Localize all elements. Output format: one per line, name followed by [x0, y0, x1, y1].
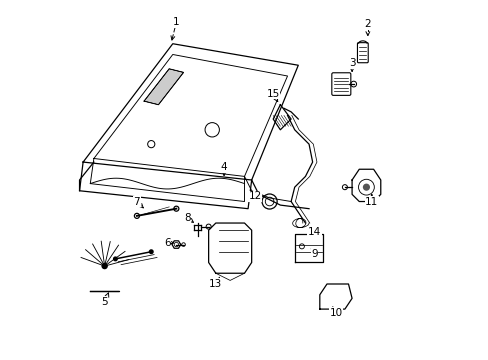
- Text: 5: 5: [101, 297, 108, 307]
- Circle shape: [149, 250, 153, 253]
- Text: 9: 9: [310, 248, 317, 258]
- Text: 6: 6: [164, 238, 170, 248]
- Circle shape: [362, 184, 369, 191]
- Text: 1: 1: [173, 17, 179, 27]
- Text: 12: 12: [248, 191, 262, 201]
- Text: 3: 3: [348, 58, 355, 68]
- Circle shape: [113, 257, 117, 261]
- FancyBboxPatch shape: [357, 42, 367, 63]
- Text: 7: 7: [133, 197, 140, 207]
- Text: 11: 11: [365, 197, 378, 207]
- Text: 13: 13: [209, 279, 222, 289]
- Text: 15: 15: [266, 89, 279, 99]
- Text: 14: 14: [307, 227, 321, 237]
- Text: 10: 10: [329, 308, 342, 318]
- Polygon shape: [144, 69, 183, 105]
- FancyBboxPatch shape: [331, 73, 350, 95]
- Text: 8: 8: [183, 213, 190, 222]
- Text: 4: 4: [220, 162, 227, 172]
- Circle shape: [102, 264, 107, 269]
- Text: 2: 2: [364, 19, 370, 29]
